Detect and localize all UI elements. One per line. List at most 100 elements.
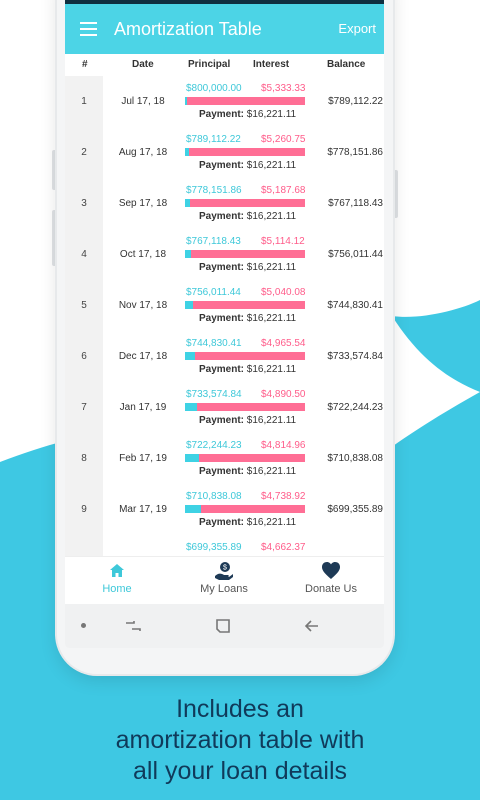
row-principal: $789,112.22 <box>186 134 241 145</box>
table-row[interactable]: $699,355.89 $4,662.37 <box>65 535 384 556</box>
row-interest: $5,114.12 <box>261 236 305 247</box>
nav-my-loans-label: My Loans <box>200 583 248 595</box>
row-split-bar-principal <box>185 97 188 105</box>
row-payment-value: $16,221.11 <box>246 262 297 273</box>
row-principal: $778,151.86 <box>186 185 242 196</box>
row-interest: $4,738.92 <box>261 491 306 502</box>
back-arrow-icon[interactable] <box>301 615 323 637</box>
header-balance: Balance <box>327 59 366 70</box>
row-payment-label: Payment: <box>199 160 245 171</box>
row-split-bar-principal <box>185 505 201 513</box>
row-number: 4 <box>65 229 103 280</box>
row-split-bar <box>185 199 305 207</box>
row-date: Sep 17, 18 <box>118 198 168 209</box>
row-date: Feb 17, 19 <box>119 453 167 464</box>
row-principal: $800,000.00 <box>186 83 242 94</box>
nav-donate-us-label: Donate Us <box>305 583 357 595</box>
row-payment-label: Payment: <box>199 364 245 375</box>
row-number: 2 <box>65 127 103 178</box>
status-strip <box>65 0 384 4</box>
home-icon <box>110 564 124 577</box>
row-payment-label: Payment: <box>199 466 245 477</box>
row-payment: Payment: $16,221.11 <box>199 364 296 375</box>
row-payment-label: Payment: <box>199 313 245 324</box>
table-row[interactable]: 9 Mar 17, 19 $710,838.08 $4,738.92 Payment: … <box>65 484 384 536</box>
app-bar: Amortization Table Export <box>65 4 384 54</box>
row-number <box>65 535 103 556</box>
row-payment-value: $16,221.11 <box>246 313 297 324</box>
nav-donate-us[interactable]: Donate Us <box>286 561 376 595</box>
row-interest: $5,040.08 <box>261 287 306 298</box>
row-split-bar-principal <box>185 454 200 462</box>
row-number: 9 <box>65 484 103 535</box>
row-principal: $756,011.44 <box>186 287 241 298</box>
row-balance: $722,244.23 <box>327 402 383 413</box>
header-num: # <box>82 59 88 70</box>
table-row[interactable]: 6 Dec 17, 18 $744,830.41 $4,965.54 Payment: … <box>65 331 384 383</box>
row-split-bar-principal <box>185 403 197 411</box>
heart-icon <box>322 562 340 579</box>
header-interest: Interest <box>253 59 290 70</box>
bottom-nav: Home $ My Loans Donate Us <box>65 556 384 605</box>
table-row[interactable]: 7 Jan 17, 19 $733,574.84 $4,890.50 Payment: … <box>65 382 384 434</box>
row-date: Jul 17, 18 <box>121 96 165 107</box>
row-interest: $4,662.37 <box>261 542 306 553</box>
row-interest: $4,965.54 <box>261 338 306 349</box>
table-row[interactable]: 5 Nov 17, 18 $756,011.44 $5,040.08 Payment: … <box>65 280 384 332</box>
row-balance: $789,112.22 <box>328 96 383 107</box>
row-payment-value: $16,221.11 <box>246 364 297 375</box>
phone-volume-button <box>52 150 57 190</box>
row-payment: Payment: $16,221.11 <box>199 262 296 273</box>
row-date: Jan 17, 19 <box>119 402 167 413</box>
row-payment-value: $16,221.11 <box>246 517 297 528</box>
row-principal: $710,838.08 <box>186 491 242 502</box>
row-interest: $5,187.68 <box>261 185 306 196</box>
table-row[interactable]: 3 Sep 17, 18 $778,151.86 $5,187.68 Payment: … <box>65 178 384 230</box>
row-payment-value: $16,221.11 <box>246 211 297 222</box>
caption-line-1: Includes an <box>176 695 304 723</box>
row-date: Nov 17, 18 <box>118 300 168 311</box>
row-number: 5 <box>65 280 103 331</box>
table-header: # Date Principal Interest Balance <box>65 54 384 77</box>
row-number: 3 <box>65 178 103 229</box>
caption: Includes an amortization table with all … <box>0 694 480 787</box>
row-split-bar-principal <box>185 301 194 309</box>
row-payment-label: Payment: <box>199 262 245 273</box>
row-interest: $4,890.50 <box>261 389 306 400</box>
row-payment-value: $16,221.11 <box>246 415 297 426</box>
row-payment: Payment: $16,221.11 <box>199 466 296 477</box>
export-button[interactable]: Export <box>338 21 376 36</box>
row-number: 6 <box>65 331 103 382</box>
row-split-bar <box>185 301 305 309</box>
row-payment-label: Payment: <box>199 415 245 426</box>
table-row[interactable]: 2 Aug 17, 18 $789,112.22 $5,260.75 Payment: … <box>65 127 384 179</box>
row-interest: $5,333.33 <box>261 83 306 94</box>
phone-screen: Amortization Table Export # Date Princip… <box>65 0 384 648</box>
row-split-bar-principal <box>185 199 190 207</box>
nav-my-loans[interactable]: $ My Loans <box>179 561 269 595</box>
row-split-bar-principal <box>185 250 191 258</box>
row-payment: Payment: $16,221.11 <box>199 211 296 222</box>
row-payment-label: Payment: <box>199 109 245 120</box>
svg-text:$: $ <box>223 565 227 572</box>
hand-coin-icon: $ <box>215 562 233 580</box>
row-payment-label: Payment: <box>199 517 245 528</box>
row-number: 1 <box>65 76 103 127</box>
nav-home[interactable]: Home <box>72 561 162 595</box>
row-balance: $778,151.86 <box>327 147 383 158</box>
row-balance: $744,830.41 <box>327 300 383 311</box>
row-payment-value: $16,221.11 <box>246 160 297 171</box>
table-row[interactable]: 4 Oct 17, 18 $767,118.43 $5,114.12 Payment: … <box>65 229 384 281</box>
amortization-rows[interactable]: 1 Jul 17, 18 $800,000.00 $5,333.33 Payment: … <box>65 76 384 556</box>
table-row[interactable]: 1 Jul 17, 18 $800,000.00 $5,333.33 Payment: … <box>65 76 384 128</box>
recents-icon[interactable] <box>122 615 144 637</box>
caption-line-3: all your loan details <box>132 757 347 785</box>
row-interest: $4,814.96 <box>261 440 306 451</box>
row-number: 8 <box>65 433 103 484</box>
home-square-icon[interactable] <box>212 615 234 637</box>
row-principal: $699,355.89 <box>186 542 242 553</box>
menu-icon[interactable] <box>80 22 97 36</box>
row-balance: $699,355.89 <box>327 504 383 515</box>
row-payment-value: $16,221.11 <box>246 109 297 120</box>
table-row[interactable]: 8 Feb 17, 19 $722,244.23 $4,814.96 Payment: … <box>65 433 384 485</box>
